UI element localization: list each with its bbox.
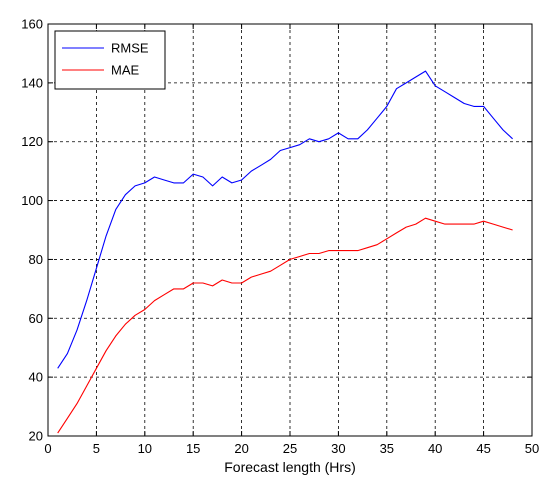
x-tick-label: 10	[138, 441, 152, 456]
x-tick-label: 45	[476, 441, 490, 456]
x-tick-label: 5	[93, 441, 100, 456]
y-tick-label: 160	[21, 17, 43, 32]
legend: RMSE MAE	[54, 30, 166, 90]
legend-label-rmse: RMSE	[111, 41, 149, 56]
x-tick-label: 30	[331, 441, 345, 456]
y-tick-label: 120	[21, 134, 43, 149]
grid-lines	[48, 24, 532, 436]
x-tick-label: 25	[283, 441, 297, 456]
x-tick-label: 15	[186, 441, 200, 456]
y-tick-labels: 20 40 60 80 100 120 140 160	[21, 17, 43, 444]
x-tick-label: 20	[234, 441, 248, 456]
axis-ticks	[47, 23, 533, 437]
series-layer	[57, 70, 513, 434]
y-tick-label: 40	[29, 370, 43, 385]
x-tick-label: 35	[380, 441, 394, 456]
y-tick-label: 60	[29, 311, 43, 326]
x-tick-label: 50	[525, 441, 539, 456]
series-line-mae	[57, 217, 513, 434]
y-tick-label: 80	[29, 252, 43, 267]
y-tick-label: 20	[29, 429, 43, 444]
series-line-rmse	[57, 70, 513, 369]
x-tick-label: 40	[428, 441, 442, 456]
y-tick-label: 100	[21, 193, 43, 208]
x-tick-labels: 0 5 10 15 20 25 30 35 40 45 50	[44, 441, 539, 456]
x-tick-label: 0	[44, 441, 51, 456]
legend-label-mae: MAE	[111, 63, 140, 78]
legend-box	[54, 30, 166, 90]
x-axis-label: Forecast length (Hrs)	[224, 459, 355, 475]
y-tick-label: 140	[21, 75, 43, 90]
